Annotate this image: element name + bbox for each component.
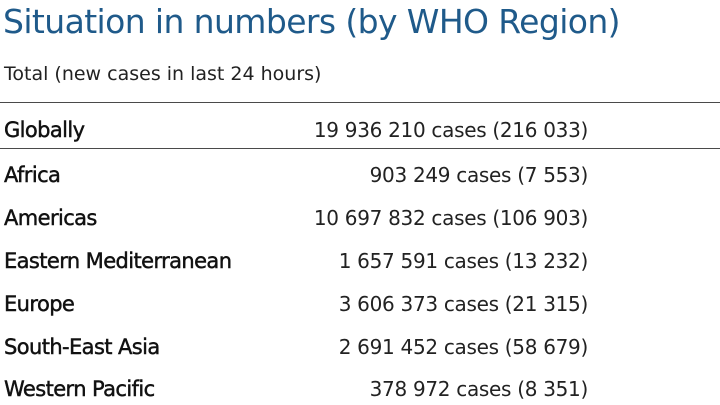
region-label: South-East Asia	[4, 335, 161, 359]
region-row-americas: Americas 10 697 832 cases (106 903)	[0, 203, 720, 233]
region-row-western-pacific: Western Pacific 378 972 cases (8 351)	[0, 374, 720, 404]
region-value: 903 249 cases (7 553)	[369, 163, 589, 187]
region-label: Europe	[4, 292, 75, 316]
region-row-south-east-asia: South-East Asia 2 691 452 cases (58 679)	[0, 332, 720, 362]
global-row: Globally 19 936 210 cases (216 033)	[0, 115, 720, 145]
page-title: Situation in numbers (by WHO Region)	[3, 2, 621, 41]
region-row-africa: Africa 903 249 cases (7 553)	[0, 160, 720, 190]
region-label: Africa	[4, 163, 61, 187]
region-row-eastern-mediterranean: Eastern Mediterranean 1 657 591 cases (1…	[0, 246, 720, 276]
region-value: 3 606 373 cases (21 315)	[338, 292, 589, 316]
region-label: Eastern Mediterranean	[4, 249, 232, 273]
global-divider	[0, 148, 720, 149]
region-value: 10 697 832 cases (106 903)	[313, 206, 588, 230]
region-row-europe: Europe 3 606 373 cases (21 315)	[0, 289, 720, 319]
region-value: 1 657 591 cases (13 232)	[338, 249, 589, 273]
table-top-divider	[0, 102, 720, 103]
global-label: Globally	[4, 118, 86, 142]
region-label: Americas	[4, 206, 98, 230]
table-subtitle: Total (new cases in last 24 hours)	[4, 63, 322, 85]
region-value: 378 972 cases (8 351)	[369, 377, 589, 401]
global-value: 19 936 210 cases (216 033)	[313, 118, 588, 142]
region-value: 2 691 452 cases (58 679)	[338, 335, 589, 359]
region-label: Western Pacific	[4, 377, 156, 401]
